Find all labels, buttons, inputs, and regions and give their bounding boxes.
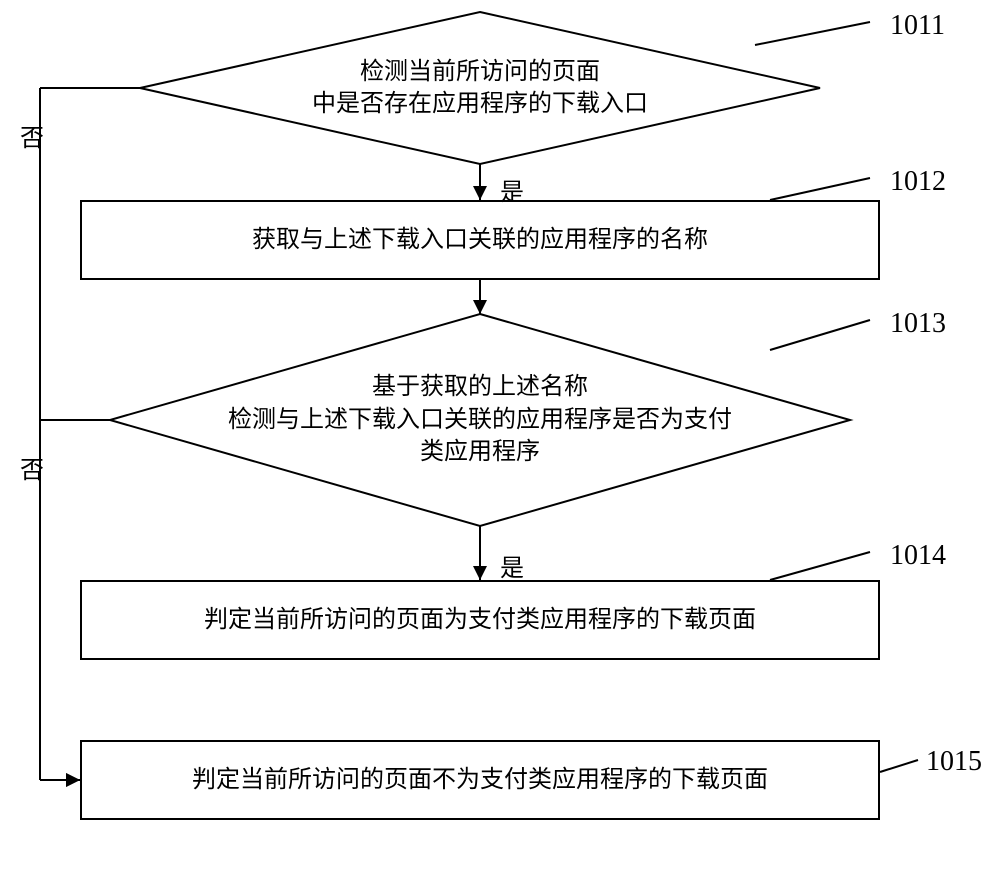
process-1015: 判定当前所访问的页面不为支付类应用程序的下载页面 xyxy=(80,740,880,820)
ref-1011: 1011 xyxy=(890,10,945,42)
process-1014: 判定当前所访问的页面为支付类应用程序的下载页面 xyxy=(80,580,880,660)
flowchart-canvas: 检测当前所访问的页面中是否存在应用程序的下载入口 获取与上述下载入口关联的应用程… xyxy=(0,0,1000,871)
edge-label-no-1: 否 xyxy=(20,118,44,153)
process-1014-label: 判定当前所访问的页面为支付类应用程序的下载页面 xyxy=(204,604,756,636)
ref-1012: 1012 xyxy=(890,166,946,198)
ref-1013: 1013 xyxy=(890,308,946,340)
ref-1015: 1015 xyxy=(926,746,982,778)
process-1015-label: 判定当前所访问的页面不为支付类应用程序的下载页面 xyxy=(192,764,768,796)
edge-label-no-2: 否 xyxy=(20,450,44,485)
edge-label-yes-2: 是 xyxy=(500,548,524,583)
edge-label-yes-1: 是 xyxy=(500,172,524,207)
ref-1014: 1014 xyxy=(890,540,946,572)
